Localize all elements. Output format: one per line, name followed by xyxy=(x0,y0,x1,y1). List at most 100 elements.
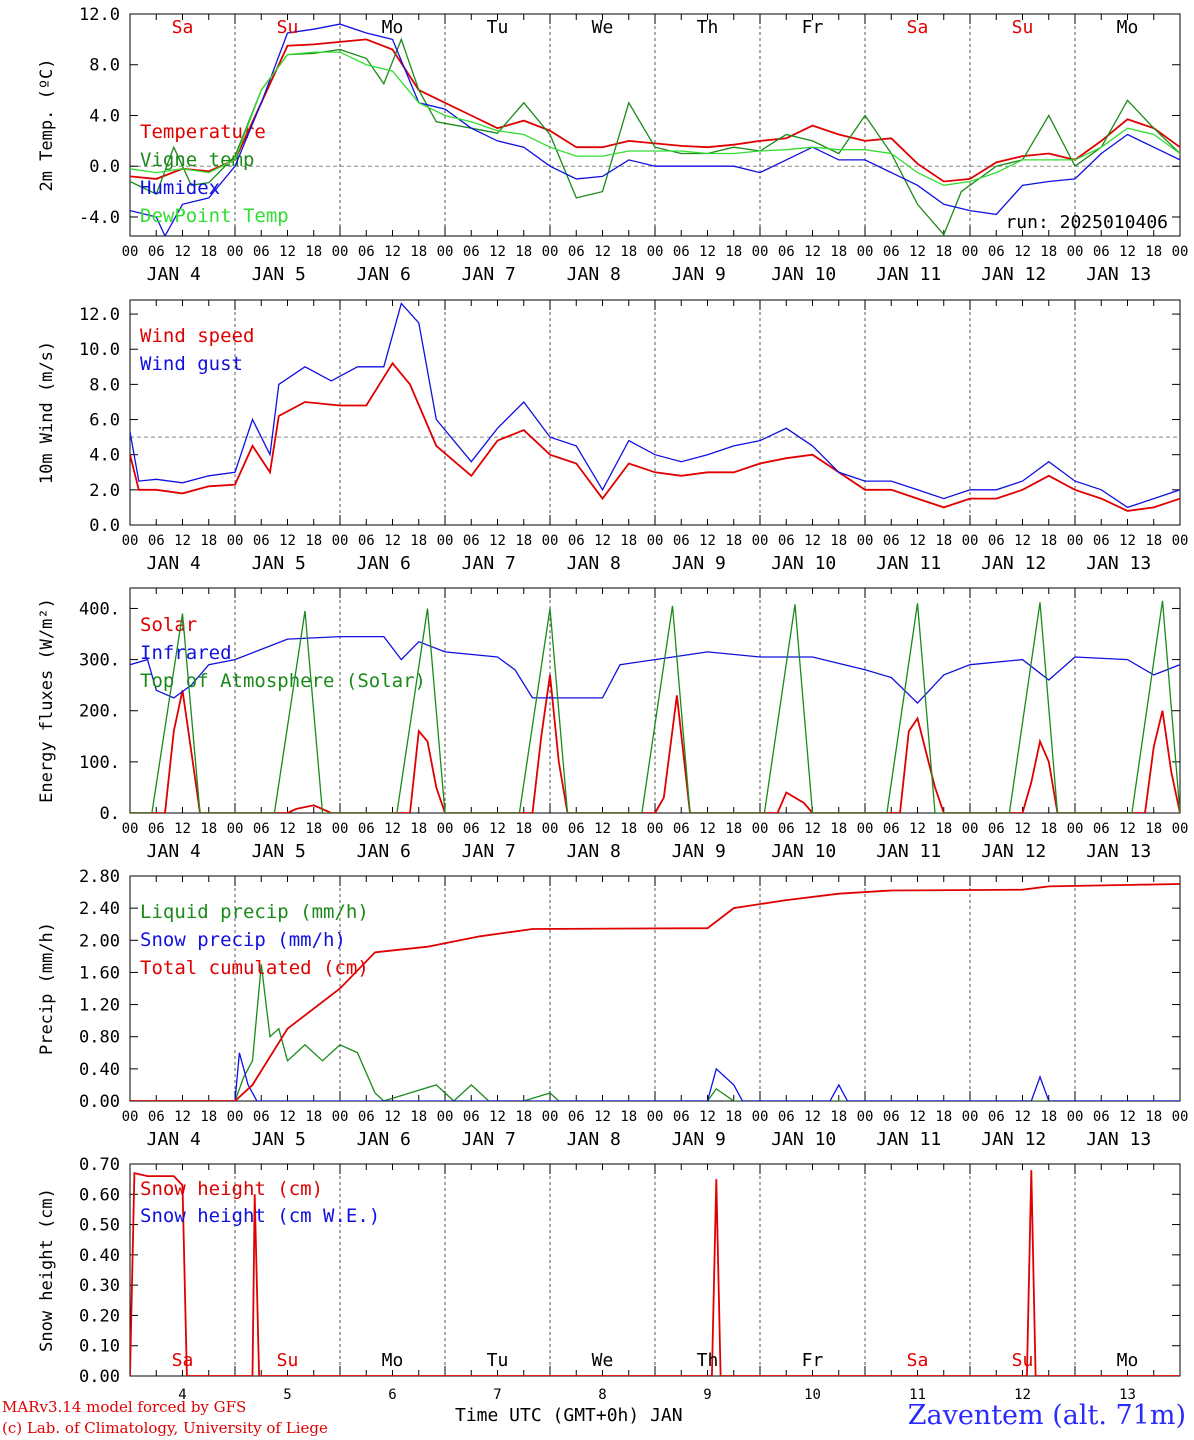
date-label: JAN 9 xyxy=(672,264,726,285)
hour-label: 00 xyxy=(962,1109,979,1125)
hour-label: 12 xyxy=(594,1109,611,1125)
legend-entry: Vigne temp xyxy=(140,149,254,171)
hour-label: 12 xyxy=(489,244,506,260)
hour-label: 00 xyxy=(542,821,559,837)
day-name: Sa xyxy=(172,1350,194,1371)
y-tick-label: 0.80 xyxy=(79,1028,120,1048)
day-name: Fr xyxy=(802,1350,824,1371)
y-tick-label: 100. xyxy=(79,753,120,773)
hour-label: 06 xyxy=(253,244,270,260)
hour-label: 18 xyxy=(1040,244,1057,260)
legend-entry: Wind gust xyxy=(140,353,243,375)
hour-label: 12 xyxy=(174,1109,191,1125)
hour-label: 00 xyxy=(647,244,664,260)
date-label: JAN 8 xyxy=(567,553,621,574)
hour-label: 12 xyxy=(174,244,191,260)
y-tick-label: 12.0 xyxy=(79,305,120,325)
date-label: JAN 6 xyxy=(357,553,411,574)
hour-label: 06 xyxy=(883,533,900,549)
hour-label: 06 xyxy=(883,821,900,837)
hour-label: 00 xyxy=(857,1109,874,1125)
hour-label: 18 xyxy=(830,533,847,549)
hour-label: 18 xyxy=(935,1109,952,1125)
day-name: Su xyxy=(1012,1350,1034,1371)
hour-label: 00 xyxy=(647,1109,664,1125)
date-label: JAN 12 xyxy=(981,1129,1046,1150)
legend-entry: Snow height (cm) xyxy=(140,1178,323,1200)
hour-label: 00 xyxy=(437,533,454,549)
hour-label: 00 xyxy=(857,821,874,837)
day-name: Su xyxy=(277,17,299,38)
hour-label: 18 xyxy=(1145,533,1162,549)
legend-entry: Total cumulated (cm) xyxy=(140,957,369,979)
hour-label: 18 xyxy=(830,244,847,260)
y-tick-label: 0.20 xyxy=(79,1306,120,1326)
day-name: Su xyxy=(277,1350,299,1371)
hour-label: 12 xyxy=(279,533,296,549)
panel-frame-2 xyxy=(129,587,1181,814)
hour-label: 06 xyxy=(1093,533,1110,549)
hour-label: 12 xyxy=(279,1109,296,1125)
hour-label: 12 xyxy=(699,821,716,837)
hour-label: 06 xyxy=(463,821,480,837)
date-label: JAN 7 xyxy=(462,1129,516,1150)
hour-label: 18 xyxy=(935,821,952,837)
y-axis-label: 10m Wind (m/s) xyxy=(37,341,57,484)
hour-label: 18 xyxy=(725,533,742,549)
date-label: JAN 8 xyxy=(567,1129,621,1150)
hour-label: 12 xyxy=(1014,533,1031,549)
date-label: 9 xyxy=(703,1387,711,1403)
date-label: JAN 7 xyxy=(462,264,516,285)
series-line-snow-height-cm- xyxy=(130,1170,1180,1376)
hour-label: 18 xyxy=(935,533,952,549)
date-label: JAN 6 xyxy=(357,841,411,862)
y-tick-label: 0.40 xyxy=(79,1060,120,1080)
hour-label: 18 xyxy=(725,821,742,837)
hour-label: 06 xyxy=(358,244,375,260)
hour-label: 12 xyxy=(909,244,926,260)
hour-label: 06 xyxy=(778,533,795,549)
y-tick-label: 0. xyxy=(100,804,120,824)
hour-label: 12 xyxy=(489,533,506,549)
hour-label: 00 xyxy=(437,244,454,260)
hour-label: 18 xyxy=(200,821,217,837)
hour-label: 12 xyxy=(804,1109,821,1125)
hour-label: 12 xyxy=(489,821,506,837)
date-label: JAN 8 xyxy=(567,264,621,285)
hour-label: 06 xyxy=(568,1109,585,1125)
date-label: JAN 13 xyxy=(1086,1129,1151,1150)
hour-label: 00 xyxy=(542,1109,559,1125)
hour-label: 00 xyxy=(1067,533,1084,549)
hour-label: 00 xyxy=(227,244,244,260)
hour-label: 00 xyxy=(437,821,454,837)
hour-label: 00 xyxy=(122,821,139,837)
hour-label: 06 xyxy=(253,1109,270,1125)
hour-label: 00 xyxy=(752,821,769,837)
hour-label: 12 xyxy=(384,1109,401,1125)
hour-label: 18 xyxy=(305,821,322,837)
credit-line-1: MARv3.14 model forced by GFS xyxy=(2,1398,247,1416)
y-tick-label: 12.0 xyxy=(79,5,120,25)
hour-label: 00 xyxy=(542,244,559,260)
hour-label: 18 xyxy=(410,533,427,549)
hour-label: 06 xyxy=(673,1109,690,1125)
y-tick-label: -4.0 xyxy=(79,208,120,228)
panel-frame-1 xyxy=(129,299,1181,526)
day-name: Tu xyxy=(487,1350,509,1371)
day-name: Mo xyxy=(382,17,404,38)
hour-label: 00 xyxy=(332,821,349,837)
hour-label: 00 xyxy=(122,244,139,260)
hour-label: 06 xyxy=(1093,244,1110,260)
y-tick-label: 6.0 xyxy=(89,411,120,431)
hour-label: 06 xyxy=(778,1109,795,1125)
y-tick-label: 0.50 xyxy=(79,1216,120,1236)
hour-label: 12 xyxy=(1119,533,1136,549)
date-label: JAN 9 xyxy=(672,1129,726,1150)
hour-label: 18 xyxy=(410,821,427,837)
hour-label: 00 xyxy=(962,533,979,549)
day-name: Th xyxy=(697,17,719,38)
hour-label: 12 xyxy=(384,244,401,260)
hour-label: 18 xyxy=(620,533,637,549)
hour-label: 00 xyxy=(647,821,664,837)
